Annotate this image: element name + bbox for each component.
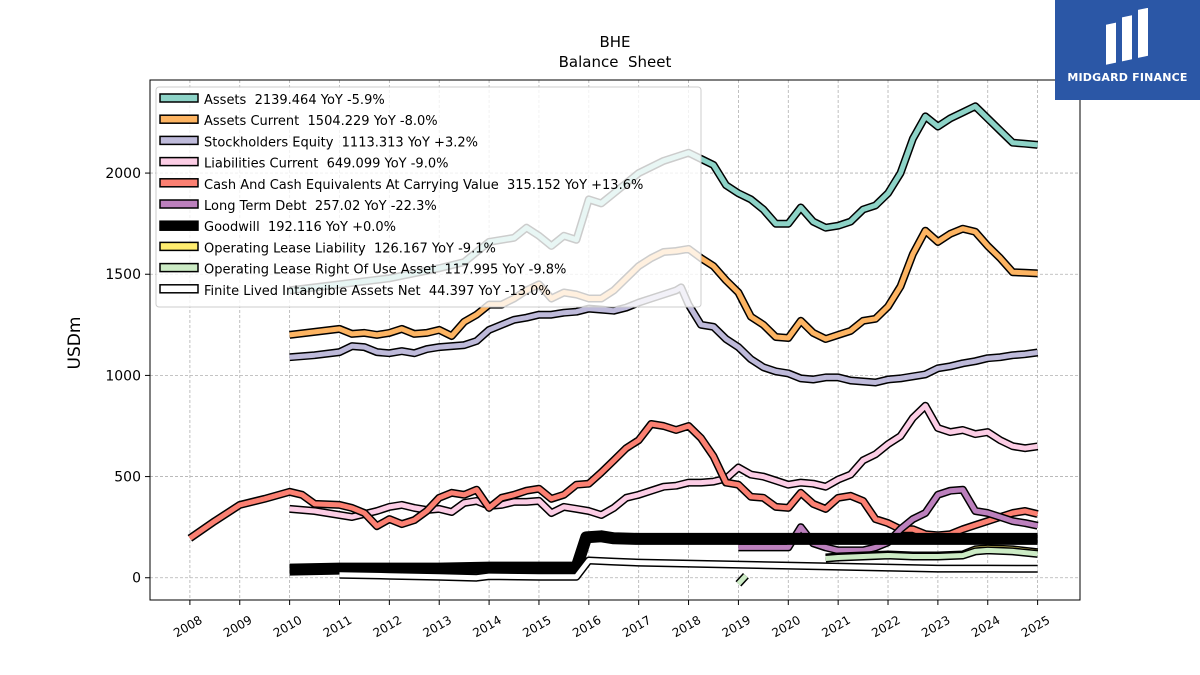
legend-item: Assets Current 1504.229 YoY -8.0%	[159, 114, 438, 129]
legend-item: Goodwill 192.116 YoY +0.0%	[159, 220, 396, 235]
brand-logo: MIDGARD FINANCE	[1055, 0, 1200, 100]
y-tick-label: 500	[114, 470, 141, 486]
legend-label: Liabilities Current 649.099 YoY -9.0%	[204, 157, 448, 172]
x-tick-label: 2013	[420, 613, 453, 640]
x-tick-label: 2015	[520, 613, 553, 640]
series-line	[289, 403, 1038, 520]
series-line	[825, 547, 1038, 561]
legend-item: Operating Lease Liability 126.167 YoY -9…	[159, 241, 496, 256]
plot-frame	[149, 79, 1081, 601]
legend-item: Stockholders Equity 1113.313 YoY +3.2%	[159, 135, 478, 150]
y-tick-label: 1500	[105, 267, 141, 283]
legend-swatch	[159, 241, 199, 252]
legend-item: Operating Lease Right Of Use Asset 117.9…	[159, 262, 566, 278]
y-tick-label: 0	[132, 571, 141, 587]
midgard-logo-icon	[1106, 8, 1148, 65]
brand-name: MIDGARD FINANCE	[1067, 71, 1188, 84]
series-layer	[187, 102, 1039, 587]
legend-item: Long Term Debt 257.02 YoY -22.3%	[159, 199, 437, 214]
legend-label: Assets 2139.464 YoY -5.9%	[204, 93, 385, 108]
legend-swatch	[159, 93, 199, 103]
series-operating-lease-right-of-use-asset	[735, 572, 749, 587]
legend-label: Stockholders Equity 1113.313 YoY +3.2%	[204, 135, 478, 150]
series-finite-lived-intangible-assets-net	[339, 556, 1038, 582]
x-tick-label: 2021	[819, 613, 852, 640]
x-tick-label: 2008	[171, 613, 204, 640]
chart-subtitle: Balance Sheet	[559, 53, 672, 71]
legend-label: Assets Current 1504.229 YoY -8.0%	[204, 114, 438, 129]
series-liabilities-current	[289, 401, 1039, 521]
x-tick-label: 2019	[720, 613, 753, 640]
x-tick-label: 2011	[321, 613, 354, 640]
legend-item: Assets 2139.464 YoY -5.9%	[159, 93, 385, 108]
x-tick-label: 2009	[221, 613, 254, 640]
legend-swatch	[159, 262, 199, 273]
series-line	[339, 558, 1038, 581]
series-operating-lease-right-of-use-asset-cont	[825, 546, 1038, 563]
legend-label: Finite Lived Intangible Assets Net 44.39…	[204, 284, 551, 299]
legend-swatch	[159, 220, 199, 231]
legend-item: Cash And Cash Equivalents At Carrying Va…	[159, 178, 643, 193]
legend-label: Operating Lease Liability 126.167 YoY -9…	[204, 241, 496, 256]
x-tick-label: 2016	[570, 613, 603, 640]
series-line	[736, 574, 748, 586]
legend-label: Long Term Debt 257.02 YoY -22.3%	[204, 199, 437, 214]
x-tick-label: 2023	[919, 613, 952, 640]
legend-box	[155, 86, 702, 308]
x-tick-label: 2020	[770, 613, 803, 640]
legend-label: Cash And Cash Equivalents At Carrying Va…	[204, 178, 643, 193]
legend: Assets 2139.464 YoY -5.9% Assets Current …	[155, 86, 702, 308]
x-tick-label: 2025	[1019, 613, 1052, 640]
y-tick-label: 2000	[105, 166, 141, 182]
y-axis-label: USDm	[65, 317, 85, 370]
legend-swatch	[159, 284, 199, 294]
x-tick-label: 2022	[869, 613, 902, 640]
legend-swatch	[159, 199, 199, 209]
legend-swatch	[159, 114, 199, 124]
x-tick-label: 2014	[470, 613, 503, 640]
x-tick-label: 2012	[371, 613, 404, 640]
legend-item: Liabilities Current 649.099 YoY -9.0%	[159, 156, 448, 172]
x-tick-label: 2018	[670, 613, 703, 640]
y-tick-label: 1000	[105, 368, 141, 384]
legend-label: Operating Lease Right Of Use Asset 117.9…	[204, 263, 566, 278]
x-tick-label: 2017	[620, 613, 653, 640]
legend-swatch	[159, 156, 199, 167]
legend-item: Finite Lived Intangible Assets Net 44.39…	[159, 284, 551, 299]
legend-label: Goodwill 192.116 YoY +0.0%	[204, 220, 396, 235]
x-tick-label: 2024	[969, 613, 1002, 640]
x-tick-label: 2010	[271, 613, 304, 640]
series-line	[289, 531, 1038, 575]
chart-title: BHE	[599, 33, 630, 51]
series-goodwill	[289, 530, 1038, 576]
legend-swatch	[159, 135, 199, 146]
legend-swatch	[159, 178, 199, 188]
